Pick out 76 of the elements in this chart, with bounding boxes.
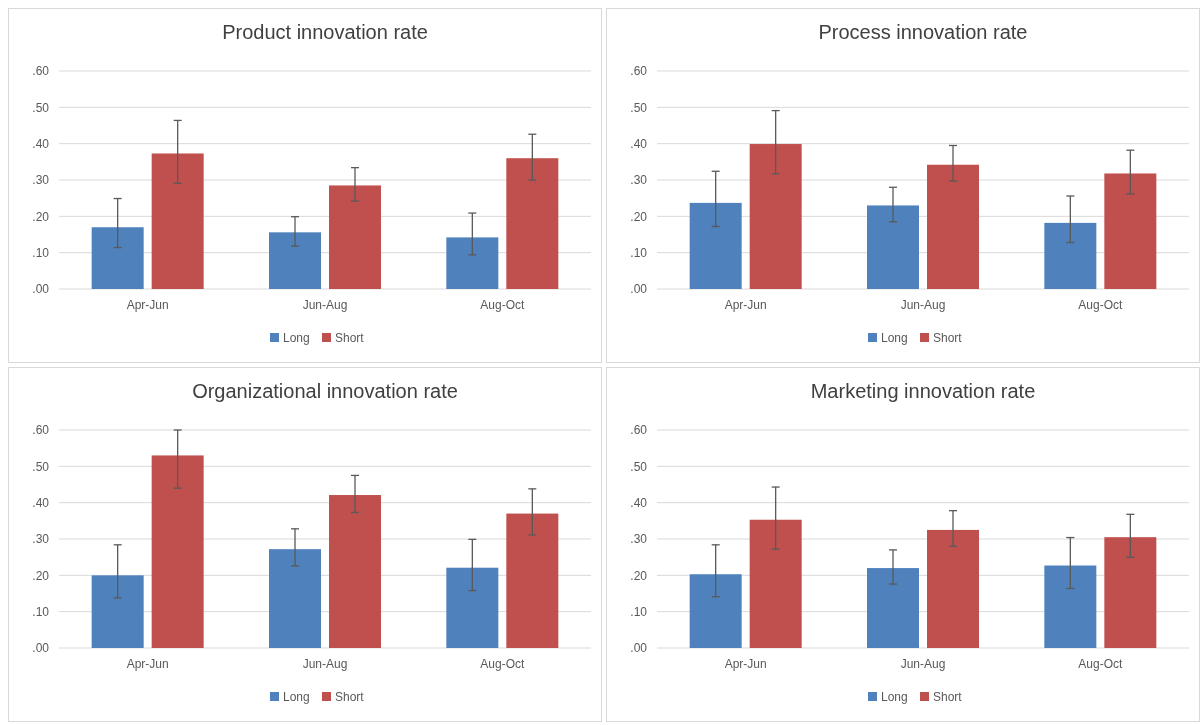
y-tick-label: .60 — [32, 423, 50, 438]
y-tick-label: .60 — [630, 423, 648, 438]
y-tick-label: .00 — [630, 641, 648, 656]
x-tick-label: Jun-Aug — [900, 298, 946, 312]
bar — [329, 495, 381, 648]
y-tick-label: .60 — [630, 64, 648, 79]
bar — [91, 575, 144, 648]
y-tick-label: .40 — [630, 495, 648, 510]
legend-label: Short — [933, 690, 963, 704]
bar — [749, 519, 802, 648]
bar — [689, 202, 742, 289]
y-tick-label: .10 — [630, 604, 648, 619]
y-tick-label: .00 — [630, 282, 648, 297]
bar — [506, 513, 559, 648]
y-tick-label: .20 — [32, 568, 50, 583]
bar — [329, 185, 381, 289]
bar — [446, 237, 499, 289]
y-tick-label: .50 — [32, 100, 50, 115]
y-tick-label: .10 — [630, 245, 648, 260]
bar — [506, 158, 559, 289]
bar — [1104, 173, 1157, 289]
legend-label: Short — [335, 690, 365, 704]
y-tick-label: .40 — [32, 136, 50, 151]
y-tick-label: .20 — [630, 568, 648, 583]
legend-label: Long — [881, 690, 908, 704]
legend-label: Long — [283, 690, 310, 704]
x-tick-label: Apr-Jun — [126, 657, 169, 671]
legend-label: Short — [335, 331, 365, 345]
x-tick-label: Jun-Aug — [302, 657, 348, 671]
bar — [446, 567, 499, 648]
x-tick-label: Aug-Oct — [1078, 298, 1124, 312]
y-tick-label: .40 — [32, 495, 50, 510]
bar — [927, 164, 979, 289]
bar — [151, 455, 204, 648]
bar — [269, 232, 321, 289]
y-tick-label: .50 — [630, 459, 648, 474]
y-tick-label: .10 — [32, 245, 50, 260]
x-tick-label: Aug-Oct — [1078, 657, 1124, 671]
legend-label: Long — [283, 331, 310, 345]
bar — [749, 144, 802, 289]
bar — [689, 574, 742, 648]
bar — [1044, 222, 1097, 289]
legend-label: Short — [933, 331, 963, 345]
x-tick-label: Apr-Jun — [724, 657, 767, 671]
y-tick-label: .30 — [630, 532, 648, 547]
y-tick-label: .00 — [32, 282, 50, 297]
x-tick-label: Aug-Oct — [480, 298, 526, 312]
bar — [151, 153, 204, 289]
y-tick-label: .30 — [32, 173, 50, 188]
y-tick-label: .60 — [32, 64, 50, 79]
y-tick-label: .50 — [32, 459, 50, 474]
bar — [1044, 565, 1097, 648]
y-tick-label: .30 — [32, 532, 50, 547]
bar — [1104, 537, 1157, 648]
x-tick-label: Apr-Jun — [724, 298, 767, 312]
bar — [867, 205, 919, 289]
y-tick-label: .50 — [630, 100, 648, 115]
chart-title: Marketing innovation rate — [810, 380, 1036, 402]
chart-title: Product innovation rate — [222, 21, 428, 43]
bar — [867, 568, 919, 648]
bar — [269, 549, 321, 648]
bar — [91, 227, 144, 289]
x-tick-label: Apr-Jun — [126, 298, 169, 312]
y-tick-label: .20 — [630, 209, 648, 224]
y-tick-label: .10 — [32, 604, 50, 619]
y-tick-label: .30 — [630, 173, 648, 188]
x-tick-label: Aug-Oct — [480, 657, 526, 671]
chart-title: Organizational innovation rate — [192, 380, 458, 402]
chart-title: Process innovation rate — [818, 21, 1028, 43]
y-tick-label: .00 — [32, 641, 50, 656]
bar — [927, 529, 979, 648]
legend-label: Long — [881, 331, 908, 345]
y-tick-label: .40 — [630, 136, 648, 151]
x-tick-label: Jun-Aug — [900, 657, 946, 671]
x-tick-label: Jun-Aug — [302, 298, 348, 312]
y-tick-label: .20 — [32, 209, 50, 224]
